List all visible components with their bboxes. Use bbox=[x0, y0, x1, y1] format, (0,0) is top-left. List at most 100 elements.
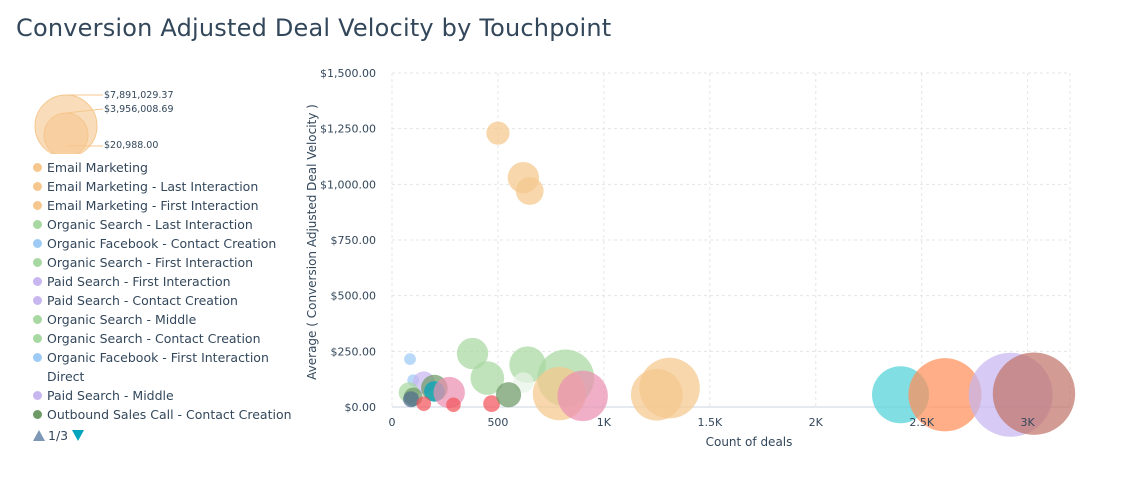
legend-swatch bbox=[33, 372, 42, 381]
legend-label: Email Marketing - First Interaction bbox=[47, 198, 259, 213]
legend-item[interactable]: Email Marketing bbox=[33, 158, 293, 177]
legend-page-indicator: 1/3 bbox=[48, 427, 69, 443]
bubble-point[interactable] bbox=[421, 374, 448, 402]
bubble-point[interactable] bbox=[433, 376, 465, 409]
legend-label: Paid Search - First Interaction bbox=[47, 274, 231, 289]
legend-swatch bbox=[33, 201, 42, 210]
x-tick-label: 1.5K bbox=[697, 416, 722, 429]
legend-swatch bbox=[33, 353, 42, 362]
bubble-point[interactable] bbox=[630, 368, 683, 421]
legend-item[interactable]: Organic Search - Contact Creation bbox=[33, 329, 293, 348]
y-tick-label: $500.00 bbox=[331, 290, 377, 303]
x-tick-label: 500 bbox=[487, 416, 508, 429]
bubble-point[interactable] bbox=[470, 361, 505, 395]
size-legend-line-medium bbox=[65, 108, 104, 114]
x-tick-label: 1K bbox=[597, 416, 612, 429]
bubble-point[interactable] bbox=[398, 382, 420, 403]
legend-item[interactable]: Organic Search - Middle bbox=[33, 310, 293, 329]
bubble-point[interactable] bbox=[424, 381, 445, 402]
legend-swatch bbox=[33, 258, 42, 267]
legend-swatch bbox=[33, 391, 42, 400]
bubble-point[interactable] bbox=[483, 395, 500, 413]
legend-label: Paid Search - Middle bbox=[47, 388, 174, 403]
bubble-point[interactable] bbox=[557, 370, 608, 422]
legend-label: Email Marketing bbox=[47, 160, 148, 175]
series-legend: Email Marketing Email Marketing - Last In… bbox=[33, 158, 293, 445]
legend-item[interactable]: Email Marketing - Last Interaction bbox=[33, 177, 293, 196]
legend-item[interactable]: Organic Search - Last Interaction bbox=[33, 215, 293, 234]
legend-label: Organic Facebook - Contact Creation bbox=[47, 236, 277, 251]
legend-swatch bbox=[33, 182, 42, 191]
legend-next-page-icon[interactable] bbox=[72, 429, 85, 441]
bubble-point[interactable] bbox=[407, 374, 420, 387]
bubble-point[interactable] bbox=[416, 396, 432, 411]
bubble-point[interactable] bbox=[456, 337, 489, 370]
bubble-point[interactable] bbox=[537, 349, 595, 407]
legend-item[interactable]: Organic Facebook - First Interaction bbox=[33, 348, 293, 367]
legend-prev-page-icon[interactable] bbox=[33, 429, 45, 441]
legend-label: Email Marketing - Last Interaction bbox=[47, 179, 259, 194]
legend-swatch bbox=[33, 410, 42, 419]
legend-label: Organic Search - Contact Creation bbox=[47, 331, 261, 346]
y-tick-label: $1,000.00 bbox=[320, 178, 376, 191]
legend-item[interactable]: Direct bbox=[33, 367, 293, 386]
bubble-point[interactable] bbox=[507, 161, 540, 194]
bubble-point[interactable] bbox=[992, 352, 1076, 435]
x-axis-title: Count of deals bbox=[706, 435, 793, 449]
bubble-point[interactable] bbox=[495, 382, 522, 408]
bubble-point[interactable] bbox=[515, 177, 544, 205]
bubble-size-legend: $7,891,029.37 $3,956,008.69 $20,988.00 bbox=[34, 90, 174, 154]
legend-item[interactable]: Paid Search - First Interaction bbox=[33, 272, 293, 291]
bubble-point[interactable] bbox=[968, 352, 1053, 437]
legend-swatch bbox=[33, 296, 42, 305]
chart-gridlines bbox=[391, 72, 1071, 408]
size-legend-medium-circle bbox=[43, 112, 89, 154]
size-legend-label-small: $20,988.00 bbox=[104, 140, 158, 151]
chart-bubbles bbox=[398, 121, 1076, 437]
legend-item[interactable]: Paid Search - Contact Creation bbox=[33, 291, 293, 310]
legend-pager: 1/3 bbox=[33, 425, 293, 445]
x-tick-label: 2.5K bbox=[909, 416, 934, 429]
bubble-point[interactable] bbox=[639, 357, 700, 419]
y-axis-title: Average ( Conversion Adjusted Deal Veloc… bbox=[305, 104, 319, 380]
legend-label: Organic Search - Middle bbox=[47, 312, 197, 327]
legend-swatch bbox=[33, 239, 42, 248]
bubble-point[interactable] bbox=[403, 391, 420, 408]
bubble-point[interactable] bbox=[404, 353, 416, 366]
bubble-point[interactable] bbox=[446, 397, 461, 413]
legend-label: Direct bbox=[47, 369, 85, 384]
legend-swatch bbox=[33, 163, 42, 172]
legend-label: Paid Search - Contact Creation bbox=[47, 293, 238, 308]
legend-label: Organic Facebook - First Interaction bbox=[47, 350, 269, 365]
x-tick-label: 2K bbox=[809, 416, 824, 429]
bubble-point[interactable] bbox=[908, 358, 982, 432]
size-legend-label-large: $7,891,029.37 bbox=[104, 90, 174, 101]
bubble-point[interactable] bbox=[509, 346, 546, 383]
bubble-point[interactable] bbox=[486, 121, 510, 145]
legend-item[interactable]: Email Marketing - First Interaction bbox=[33, 196, 293, 215]
legend-item[interactable]: Organic Search - First Interaction bbox=[33, 253, 293, 272]
legend-item[interactable]: Paid Search - Middle bbox=[33, 386, 293, 405]
legend-swatch bbox=[33, 277, 42, 286]
legend-item[interactable]: Organic Facebook - Contact Creation bbox=[33, 234, 293, 253]
size-legend-label-medium: $3,956,008.69 bbox=[104, 104, 174, 115]
legend-label: Organic Search - First Interaction bbox=[47, 255, 254, 270]
chart-tick-labels: $0.00 $250.00 $500.00 $750.00 $1,000.00 $1,25… bbox=[320, 67, 1035, 429]
legend-label: Organic Search - Last Interaction bbox=[47, 217, 253, 232]
bubble-point[interactable] bbox=[412, 371, 435, 394]
legend-swatch bbox=[33, 315, 42, 324]
bubble-point[interactable] bbox=[532, 367, 586, 421]
legend-label: Outbound Sales Call - Contact Creation bbox=[47, 407, 292, 422]
legend-item[interactable]: Outbound Sales Call - Contact Creation bbox=[33, 405, 293, 424]
bubble-point[interactable] bbox=[403, 387, 423, 407]
legend-swatch bbox=[33, 334, 42, 343]
chart-title: Conversion Adjusted Deal Velocity by Tou… bbox=[16, 14, 612, 42]
y-tick-label: $0.00 bbox=[345, 401, 377, 414]
x-tick-label: 0 bbox=[389, 416, 396, 429]
legend-swatch bbox=[33, 220, 42, 229]
y-tick-label: $1,500.00 bbox=[320, 67, 376, 80]
y-tick-label: $1,250.00 bbox=[320, 123, 376, 136]
bubble-point[interactable] bbox=[513, 372, 534, 393]
bubble-point[interactable] bbox=[872, 366, 929, 424]
x-tick-label: 3K bbox=[1021, 416, 1036, 429]
